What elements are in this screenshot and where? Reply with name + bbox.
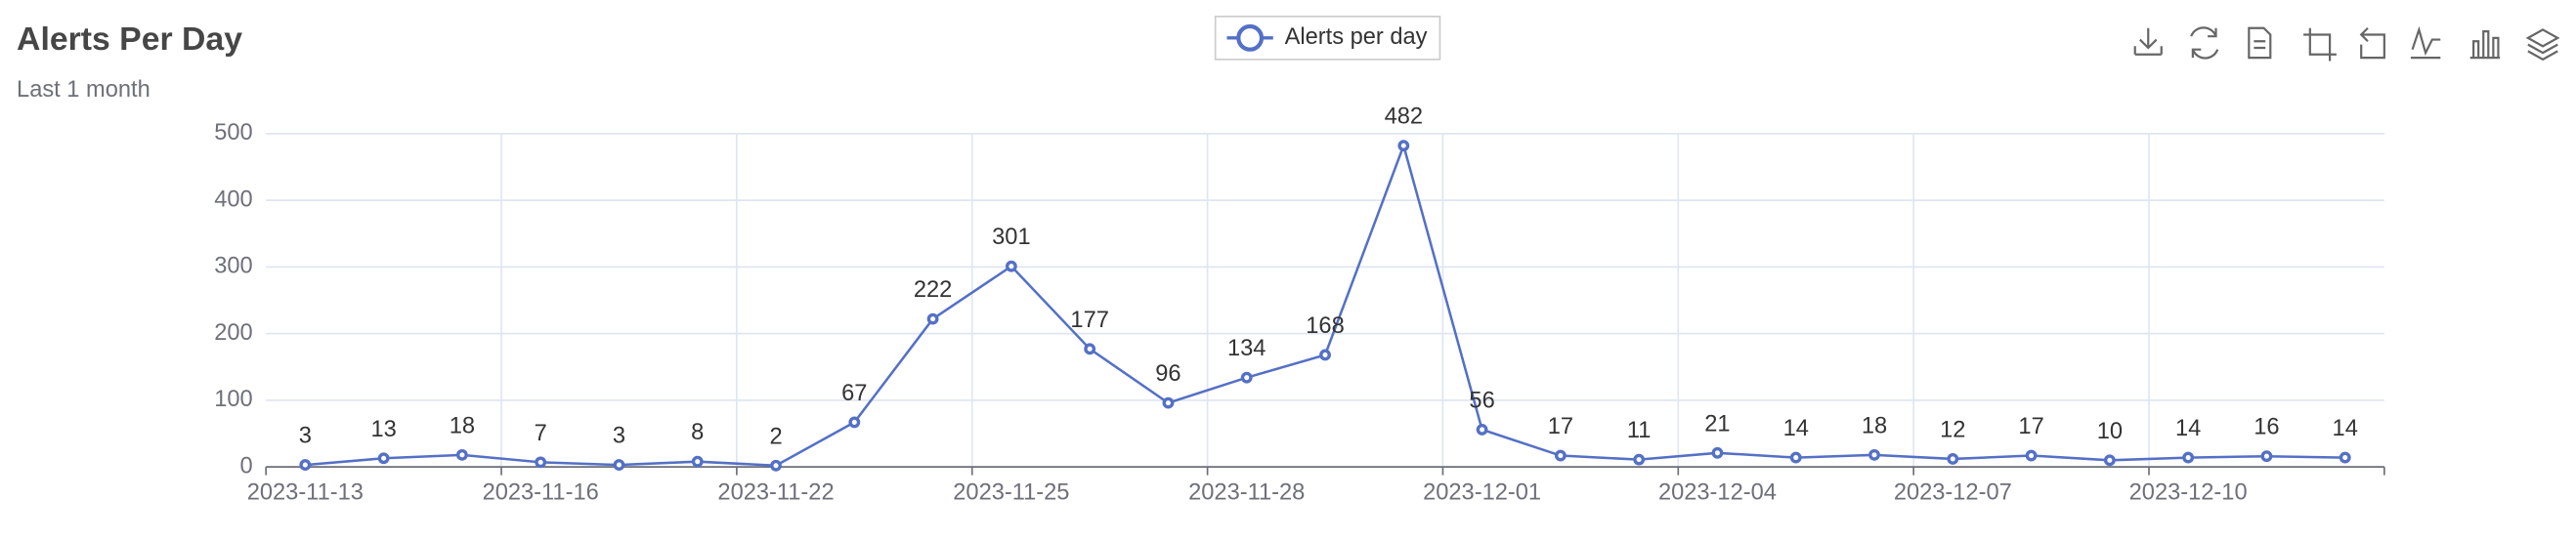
data-point xyxy=(848,416,861,429)
icon-dataview[interactable] xyxy=(2248,26,2272,60)
data-point xyxy=(1397,140,1410,152)
data-point xyxy=(377,452,390,465)
data-point xyxy=(926,312,939,325)
data-point xyxy=(1711,446,1724,459)
icon-bar[interactable] xyxy=(2469,30,2501,60)
x-tick-label: 2023-11-13 xyxy=(247,479,364,505)
legend-symbol xyxy=(1236,23,1265,52)
data-point xyxy=(2103,454,2116,467)
data-point xyxy=(299,459,312,472)
y-tick-label: 200 xyxy=(214,320,252,346)
y-tick-label: 300 xyxy=(214,254,252,279)
icon-line[interactable] xyxy=(2410,25,2441,60)
data-label: 21 xyxy=(1704,411,1730,437)
icon-zoom[interactable] xyxy=(2303,27,2337,62)
data-label: 13 xyxy=(370,417,396,442)
data-point xyxy=(1476,424,1488,436)
x-tick-label: 2023-11-22 xyxy=(717,479,834,505)
data-point xyxy=(613,459,625,472)
x-tick-label: 2023-12-01 xyxy=(1423,479,1541,505)
x-tick-label: 2023-12-10 xyxy=(2129,479,2248,505)
data-point xyxy=(1162,396,1175,409)
chart-subtitle: Last 1 month xyxy=(17,77,150,103)
data-label: 17 xyxy=(2018,414,2043,439)
data-point xyxy=(2182,451,2195,464)
data-point xyxy=(2260,450,2273,463)
data-point xyxy=(1789,451,1802,464)
legend-box xyxy=(1214,16,1441,61)
data-label: 482 xyxy=(1385,104,1423,130)
data-label: 3 xyxy=(299,424,312,449)
x-tick-label: 2023-11-16 xyxy=(483,479,599,505)
icon-refresh[interactable] xyxy=(2190,26,2219,60)
data-label: 7 xyxy=(535,421,547,446)
y-tick-label: 400 xyxy=(214,187,252,212)
data-point xyxy=(1554,449,1567,462)
data-label: 134 xyxy=(1227,336,1266,361)
y-tick-label: 500 xyxy=(214,120,252,146)
data-label: 168 xyxy=(1306,313,1344,339)
data-point xyxy=(1240,371,1253,384)
data-label: 10 xyxy=(2097,419,2123,444)
y-tick-label: 100 xyxy=(214,387,252,412)
data-label: 8 xyxy=(691,420,704,445)
data-label: 67 xyxy=(841,381,867,406)
data-point xyxy=(2025,449,2038,462)
data-label: 3 xyxy=(613,424,625,449)
toolbox[interactable] xyxy=(2133,25,2560,62)
data-point xyxy=(770,459,782,472)
data-label: 177 xyxy=(1070,308,1108,333)
data-point xyxy=(1947,453,1959,465)
legend[interactable]: Alerts per day xyxy=(1214,16,1441,61)
data-label: 16 xyxy=(2254,415,2279,440)
chart-title: Alerts Per Day xyxy=(17,21,242,58)
data-point xyxy=(1319,349,1331,361)
data-label: 301 xyxy=(992,225,1030,250)
data-label: 96 xyxy=(1155,361,1181,387)
data-label: 14 xyxy=(2333,416,2358,441)
data-point xyxy=(1868,448,1880,461)
data-label: 14 xyxy=(1783,416,1809,441)
data-point xyxy=(455,448,468,461)
data-label: 222 xyxy=(914,277,952,303)
data-point xyxy=(1005,260,1017,272)
x-tick-label: 2023-12-04 xyxy=(1658,479,1777,505)
data-label: 56 xyxy=(1469,388,1494,413)
x-tick-label: 2023-11-25 xyxy=(953,479,1069,505)
x-tick-label: 2023-11-28 xyxy=(1188,479,1305,505)
data-label: 17 xyxy=(1548,414,1573,439)
data-point xyxy=(2339,451,2351,464)
y-tick-label: 0 xyxy=(240,453,253,479)
data-point xyxy=(691,455,704,468)
x-tick-label: 2023-12-07 xyxy=(1894,479,2012,505)
data-label: 18 xyxy=(450,413,475,438)
data-label: 11 xyxy=(1627,418,1652,443)
icon-download[interactable] xyxy=(2133,27,2163,56)
data-label: 2 xyxy=(769,424,782,449)
data-label: 14 xyxy=(2175,416,2201,441)
legend-label: Alerts per day xyxy=(1285,24,1428,50)
data-label: 12 xyxy=(1940,417,1965,442)
data-point xyxy=(1633,453,1646,466)
icon-zoom-back[interactable] xyxy=(2359,26,2385,60)
icon-stack[interactable] xyxy=(2525,28,2560,62)
data-point xyxy=(535,456,547,469)
data-label: 18 xyxy=(1862,413,1887,438)
data-point xyxy=(1084,343,1096,355)
